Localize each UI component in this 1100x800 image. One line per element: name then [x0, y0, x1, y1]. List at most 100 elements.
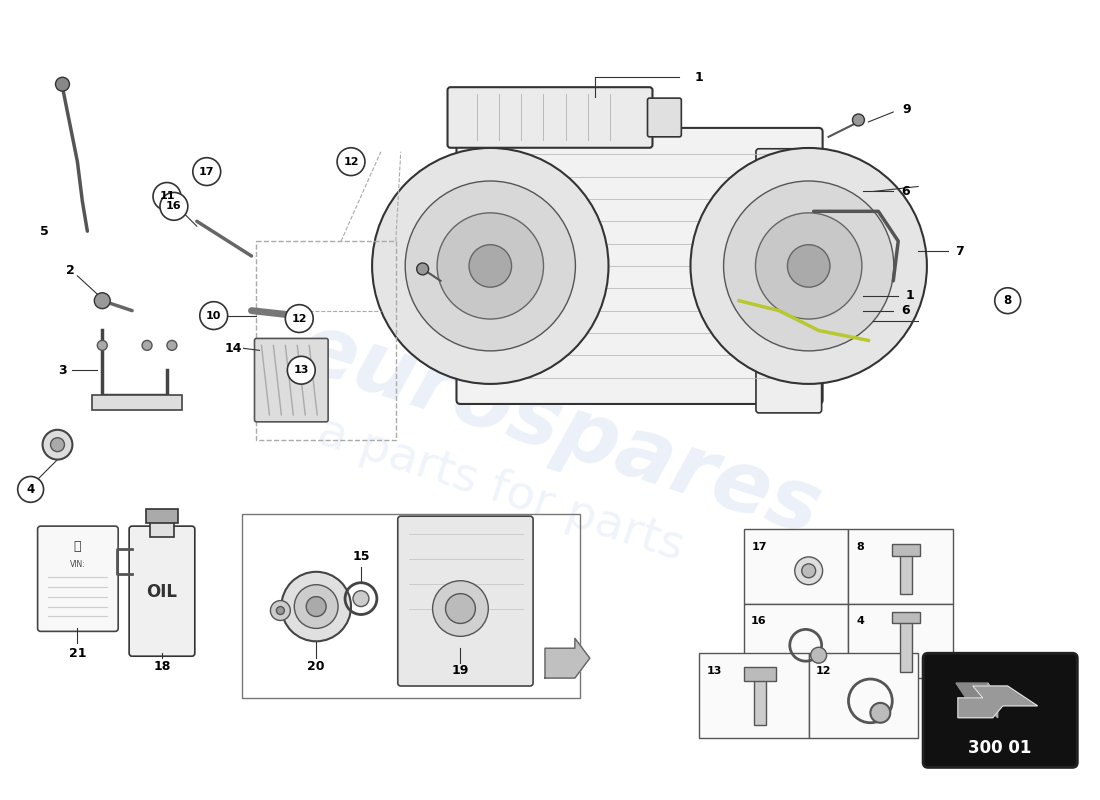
- Bar: [700, 654, 808, 738]
- Text: 16: 16: [751, 617, 767, 626]
- Circle shape: [97, 341, 107, 350]
- Circle shape: [437, 213, 543, 319]
- Bar: [848, 529, 953, 603]
- Text: 5: 5: [41, 225, 48, 238]
- Bar: [744, 667, 775, 681]
- Text: VIN:: VIN:: [69, 560, 86, 570]
- Text: 17: 17: [199, 166, 214, 177]
- Bar: [242, 514, 580, 698]
- Text: 300 01: 300 01: [968, 738, 1032, 757]
- Text: 8: 8: [857, 542, 865, 552]
- Polygon shape: [958, 686, 1037, 718]
- Text: 21: 21: [68, 646, 86, 660]
- Text: 10: 10: [206, 310, 221, 321]
- Text: 18: 18: [153, 660, 170, 673]
- Bar: [754, 673, 766, 725]
- Circle shape: [95, 293, 110, 309]
- Bar: [92, 395, 182, 410]
- Bar: [892, 611, 920, 623]
- Bar: [146, 510, 178, 523]
- Text: 20: 20: [307, 660, 324, 673]
- Circle shape: [994, 288, 1021, 314]
- Polygon shape: [544, 638, 590, 678]
- Text: 14: 14: [224, 342, 242, 355]
- FancyBboxPatch shape: [398, 516, 534, 686]
- FancyBboxPatch shape: [648, 98, 681, 137]
- Circle shape: [691, 148, 927, 384]
- FancyBboxPatch shape: [456, 128, 823, 404]
- Circle shape: [870, 703, 890, 722]
- Circle shape: [153, 182, 180, 210]
- Text: 12: 12: [292, 314, 307, 323]
- Circle shape: [795, 557, 823, 585]
- Circle shape: [756, 213, 862, 319]
- Circle shape: [287, 356, 316, 384]
- Text: 🐂: 🐂: [74, 541, 81, 554]
- Text: 1: 1: [695, 70, 704, 84]
- Bar: [150, 519, 174, 537]
- Circle shape: [160, 193, 188, 220]
- Polygon shape: [956, 683, 998, 698]
- Text: 17: 17: [751, 542, 767, 552]
- Circle shape: [353, 590, 369, 606]
- Text: a parts for parts: a parts for parts: [311, 409, 689, 570]
- Text: 4: 4: [857, 617, 865, 626]
- Circle shape: [51, 438, 65, 452]
- FancyBboxPatch shape: [129, 526, 195, 656]
- Bar: [256, 241, 396, 440]
- Circle shape: [43, 430, 73, 459]
- Circle shape: [295, 585, 338, 629]
- Circle shape: [405, 181, 575, 351]
- Circle shape: [372, 148, 608, 384]
- Text: 12: 12: [816, 666, 832, 676]
- Text: 12: 12: [343, 157, 359, 166]
- Circle shape: [18, 477, 44, 502]
- FancyBboxPatch shape: [37, 526, 118, 631]
- Circle shape: [432, 581, 488, 636]
- Circle shape: [802, 564, 816, 578]
- Text: 6: 6: [901, 304, 910, 317]
- Circle shape: [282, 572, 351, 642]
- Bar: [744, 529, 848, 603]
- Circle shape: [142, 341, 152, 350]
- Bar: [744, 603, 848, 678]
- Bar: [808, 654, 918, 738]
- Circle shape: [271, 601, 290, 621]
- Text: 15: 15: [352, 550, 370, 563]
- Text: 6: 6: [901, 185, 910, 198]
- Text: eurospares: eurospares: [288, 306, 832, 554]
- Circle shape: [200, 302, 228, 330]
- Text: 19: 19: [452, 664, 469, 677]
- Circle shape: [811, 647, 826, 663]
- Circle shape: [167, 341, 177, 350]
- Bar: [900, 549, 912, 594]
- Text: 13: 13: [706, 666, 722, 676]
- Circle shape: [446, 594, 475, 623]
- Text: 4: 4: [26, 483, 35, 496]
- Circle shape: [55, 78, 69, 91]
- Circle shape: [192, 158, 221, 186]
- FancyBboxPatch shape: [448, 87, 652, 148]
- Bar: [848, 603, 953, 678]
- Text: 1: 1: [905, 290, 914, 302]
- Circle shape: [285, 305, 314, 333]
- Text: 2: 2: [66, 265, 75, 278]
- Text: 9: 9: [902, 102, 911, 115]
- Circle shape: [852, 114, 865, 126]
- Bar: [900, 618, 912, 672]
- Text: 13: 13: [294, 366, 309, 375]
- Circle shape: [417, 263, 429, 275]
- Polygon shape: [988, 683, 998, 718]
- Text: 16: 16: [166, 202, 182, 211]
- Text: 2025: 2025: [682, 274, 816, 326]
- Circle shape: [337, 148, 365, 175]
- Circle shape: [469, 245, 512, 287]
- Text: 11: 11: [160, 191, 175, 202]
- Bar: [892, 544, 920, 556]
- Text: OIL: OIL: [146, 582, 177, 601]
- FancyBboxPatch shape: [923, 654, 1077, 767]
- Text: 8: 8: [1003, 294, 1012, 307]
- Circle shape: [306, 597, 326, 617]
- FancyBboxPatch shape: [254, 338, 328, 422]
- Circle shape: [788, 245, 831, 287]
